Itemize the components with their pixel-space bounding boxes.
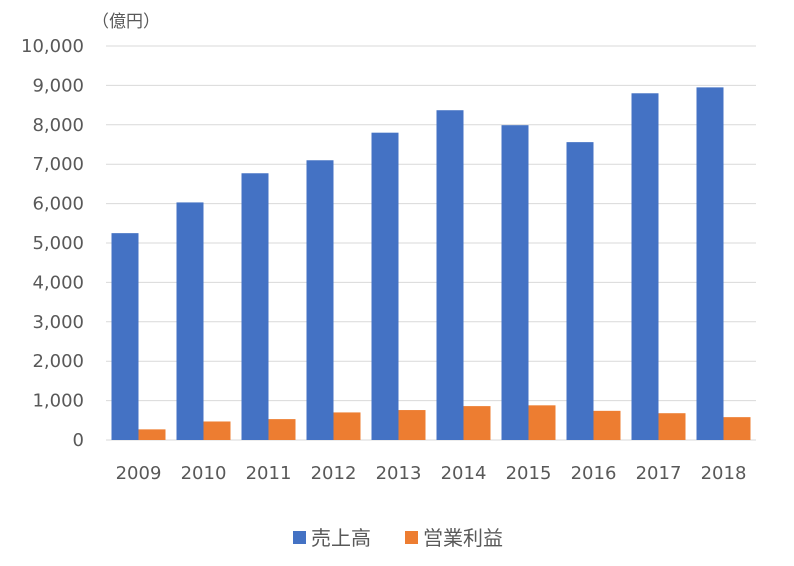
bar-operating-profit-2016: [593, 410, 621, 440]
bar-sales-2017: [631, 93, 659, 440]
legend-label-sales: 売上高: [311, 526, 371, 550]
bar-sales-2014: [436, 110, 464, 441]
x-tick-label: 2017: [636, 463, 682, 484]
bar-operating-profit-2014: [463, 406, 491, 440]
bar-operating-profit-2010: [203, 421, 231, 440]
y-tick-label: 7,000: [32, 154, 84, 175]
x-tick-label: 2018: [701, 463, 747, 484]
x-tick-label: 2014: [441, 463, 487, 484]
x-tick-label: 2011: [246, 463, 292, 484]
bar-sales-2011: [241, 173, 269, 440]
bar-sales-2013: [371, 132, 399, 440]
bar-operating-profit-2018: [723, 417, 751, 440]
legend-swatch-operating-profit: [405, 531, 418, 544]
y-tick-label: 2,000: [32, 351, 84, 372]
y-tick-label: 4,000: [32, 272, 84, 293]
y-tick-label: 5,000: [32, 233, 84, 254]
bar-sales-2009: [111, 233, 139, 440]
y-tick-label: 0: [73, 430, 84, 451]
bar-sales-2015: [501, 125, 529, 440]
bar-operating-profit-2012: [333, 412, 361, 440]
bar-operating-profit-2017: [658, 413, 686, 440]
x-tick-label: 2013: [376, 463, 422, 484]
bar-operating-profit-2009: [138, 429, 166, 440]
bar-sales-2018: [696, 87, 724, 441]
y-axis-tick-labels: 0 1,000 2,000 3,000 4,000 5,000 6,000 7,000 8,00…: [21, 36, 84, 451]
bar-operating-profit-2011: [268, 419, 296, 440]
bar-sales-2012: [306, 160, 334, 440]
bar-sales-2016: [566, 142, 594, 441]
x-tick-label: 2010: [181, 463, 227, 484]
bar-sales-2010: [176, 202, 204, 440]
y-tick-label: 6,000: [32, 194, 84, 215]
legend-label-operating-profit: 営業利益: [423, 526, 503, 550]
y-tick-label: 9,000: [32, 75, 84, 96]
legend-swatch-sales: [293, 531, 306, 544]
x-tick-label: 2016: [571, 463, 617, 484]
bar-operating-profit-2013: [398, 410, 426, 440]
x-axis-tick-labels: 2009 2010 2011 2012 2013 2014 2015 2016 2017 2018: [116, 463, 747, 484]
y-axis-unit-label: （億円）: [92, 12, 160, 32]
y-tick-label: 3,000: [32, 312, 84, 333]
bars: [111, 87, 751, 441]
x-tick-label: 2015: [506, 463, 552, 484]
y-tick-label: 8,000: [32, 115, 84, 136]
x-tick-label: 2009: [116, 463, 162, 484]
y-tick-label: 1,000: [32, 391, 84, 412]
y-tick-label: 10,000: [21, 36, 84, 57]
x-tick-label: 2012: [311, 463, 357, 484]
bar-operating-profit-2015: [528, 405, 556, 440]
legend: 売上高 営業利益: [293, 526, 503, 550]
gridlines: [106, 45, 756, 441]
